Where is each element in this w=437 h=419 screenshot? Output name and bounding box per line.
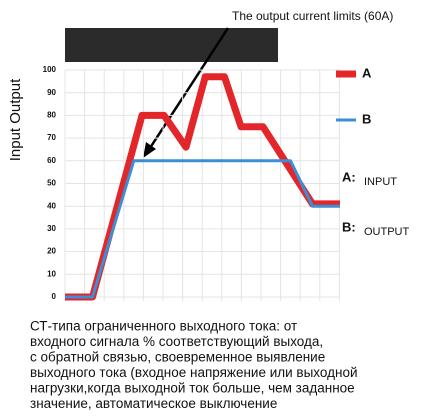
note-line: значение, автоматическое выключение bbox=[30, 396, 277, 411]
annotation: The output current limits (60A) bbox=[232, 9, 393, 23]
y-axis-label: Input Output bbox=[7, 78, 24, 161]
y-tick-label: 70 bbox=[47, 133, 56, 142]
y-tick-label: 50 bbox=[47, 179, 56, 188]
y-tick-label: 80 bbox=[47, 111, 56, 120]
legend-label: B bbox=[362, 111, 371, 126]
side-text: INPUT bbox=[364, 176, 397, 188]
note-line: выходного тока (входное напряжение или в… bbox=[30, 365, 358, 380]
legend-label: A bbox=[362, 65, 372, 80]
y-tick-label: 100 bbox=[43, 65, 57, 74]
plot: A B A: INPUT B: OUTPUT bbox=[65, 65, 410, 301]
y-tick-label: 10 bbox=[47, 269, 56, 278]
y-tick-label: 40 bbox=[47, 201, 56, 210]
side-key: B: bbox=[342, 219, 356, 234]
series-line bbox=[65, 73, 340, 301]
limit-bar bbox=[65, 28, 278, 62]
y-tick-label: 60 bbox=[47, 156, 56, 165]
arrow-head bbox=[143, 142, 156, 158]
side-text: OUTPUT bbox=[364, 226, 410, 238]
description: СТ-типа ограниченного выходного тока: от… bbox=[30, 319, 358, 412]
y-tick-label: 30 bbox=[47, 224, 56, 233]
note-line: с обратной связью, своевременное выявлен… bbox=[30, 350, 325, 365]
series-line bbox=[65, 159, 340, 299]
y-tick-label: 90 bbox=[47, 88, 56, 97]
note-line: СТ-типа ограниченного выходного тока: от bbox=[30, 319, 297, 334]
y-tick-label: 0 bbox=[52, 292, 57, 301]
note-line: входного сигнала % соответствующий выход… bbox=[30, 334, 323, 349]
side-key: A: bbox=[342, 169, 356, 184]
y-tick-label: 20 bbox=[47, 247, 56, 256]
note-line: нагрузки,когда выходной ток больше, чем … bbox=[30, 381, 355, 396]
